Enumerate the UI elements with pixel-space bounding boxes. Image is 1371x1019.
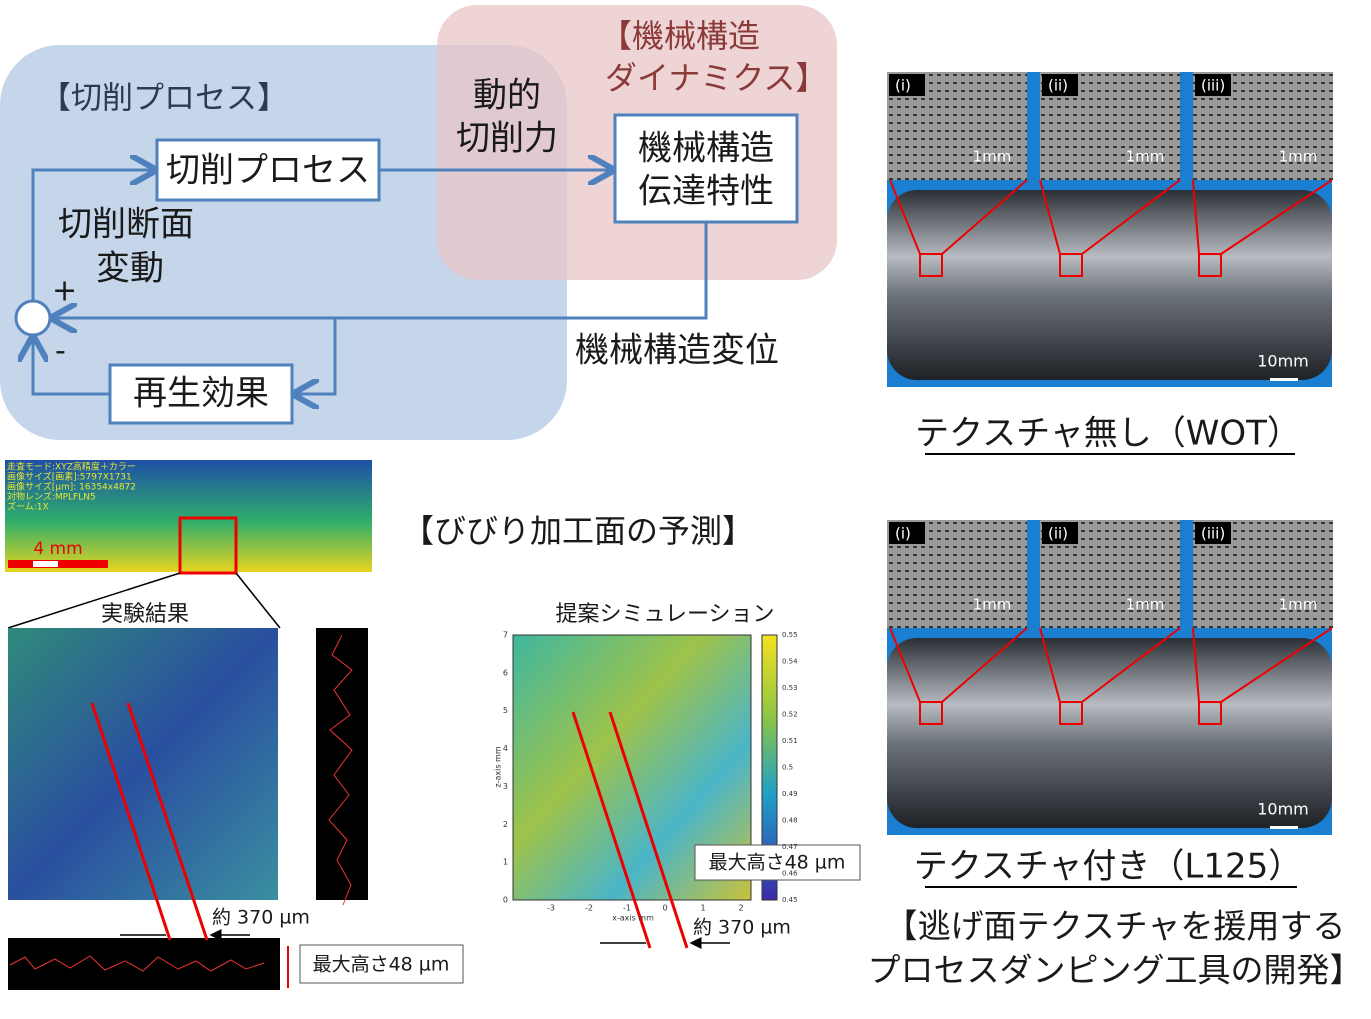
x-tick-label: 0 xyxy=(662,904,667,913)
inset-label: (iii) xyxy=(1201,525,1225,543)
panel-title: 実験結果 xyxy=(101,602,189,627)
inset-scale: 1mm xyxy=(1126,596,1165,614)
scan-info: 画像サイズ[µm]: 16354x4872 xyxy=(7,481,136,493)
height-label: 最大高さ48 µm xyxy=(709,852,846,874)
photo-panel xyxy=(887,520,1333,835)
profile-line xyxy=(9,955,265,972)
node-box xyxy=(108,363,294,425)
inset-label: (ii) xyxy=(1048,525,1068,543)
scan-info: 対物レンズ:MPLFLN5 xyxy=(7,491,96,503)
pitch-line xyxy=(571,711,689,949)
node-label: 切削プロセス xyxy=(166,151,370,191)
zoom-lines xyxy=(7,572,281,629)
pitch-label: 約 370 µm xyxy=(693,917,791,939)
profile-strip xyxy=(8,938,280,990)
colorbar-tick-label: 0.54 xyxy=(782,658,798,666)
inset-tag xyxy=(1195,522,1231,544)
x-tick-label: 1 xyxy=(700,904,705,913)
inset-scale: 1mm xyxy=(1126,148,1165,166)
edge-label: 機械構造変位 xyxy=(575,331,779,371)
axis-label: z-axis mm xyxy=(494,746,503,787)
node-label: 再生効果 xyxy=(133,374,269,414)
profile-line xyxy=(328,634,353,906)
colorbar-tick-label: 0.48 xyxy=(782,817,798,825)
scale-bar xyxy=(33,561,58,567)
label-box xyxy=(299,944,464,984)
node-label: 伝達特性 xyxy=(638,172,774,212)
y-tick-label: 2 xyxy=(503,820,508,829)
y-tick-label: 7 xyxy=(503,631,508,640)
caption: プロセスダンピング工具の開発】 xyxy=(868,951,1363,990)
scan-info: 走査モード:XYZ高精度＋カラー xyxy=(7,461,136,473)
y-tick-label: 5 xyxy=(503,706,508,715)
inset-label: (ii) xyxy=(1048,77,1068,95)
y-tick-label: 6 xyxy=(503,668,508,677)
inset-tag xyxy=(889,522,925,544)
inset-tag xyxy=(889,74,925,96)
photo-caption: テクスチャ無し（WOT） xyxy=(915,414,1301,454)
inset-scale: 1mm xyxy=(973,596,1012,614)
colorbar-tick-label: 0.55 xyxy=(782,631,798,639)
edge-label: 変動 xyxy=(96,249,164,289)
scan-image xyxy=(5,460,372,572)
y-tick-label: 3 xyxy=(503,782,508,791)
x-tick-label: -1 xyxy=(623,904,631,913)
height-label: 最大高さ48 µm xyxy=(313,954,450,976)
colorbar-tick-label: 0.51 xyxy=(782,737,798,745)
inset-scale: 1mm xyxy=(973,148,1012,166)
scale-label: 10mm xyxy=(1257,352,1309,371)
photo-caption: テクスチャ付き（L125） xyxy=(914,847,1302,887)
x-tick-label: -3 xyxy=(547,904,555,913)
colorbar-tick-label: 0.47 xyxy=(782,843,798,851)
axis-label: x-axis mm xyxy=(612,914,654,923)
colorbar-tick-label: 0.5 xyxy=(782,764,793,772)
photo-panel xyxy=(887,72,1333,387)
label-box xyxy=(694,844,861,881)
y-tick-label: 4 xyxy=(503,744,508,753)
group-cutting xyxy=(0,45,567,440)
colorbar xyxy=(761,634,778,901)
node-box xyxy=(155,138,381,202)
panel-title: 提案シミュレーション xyxy=(555,602,774,627)
pitch-line xyxy=(90,702,209,941)
colorbar-tick-label: 0.46 xyxy=(782,870,798,878)
y-tick-label: 0 xyxy=(503,896,508,905)
colorbar-tick-label: 0.53 xyxy=(782,684,798,692)
inset-tag xyxy=(1042,74,1078,96)
pitch-label: 約 370 µm xyxy=(212,907,310,929)
sum-junction xyxy=(14,299,52,337)
x-tick-label: -2 xyxy=(585,904,593,913)
sign: + xyxy=(52,274,77,309)
x-tick-label: 2 xyxy=(738,904,743,913)
sign: - xyxy=(55,334,66,369)
arrows xyxy=(33,170,708,394)
inset-scale: 1mm xyxy=(1279,148,1318,166)
inset-label: (i) xyxy=(895,77,911,95)
group-label: 【切削プロセス】 xyxy=(40,81,288,117)
section-title: 【びびり加工面の予測】 xyxy=(402,512,754,550)
scale-label: 10mm xyxy=(1257,800,1309,819)
scan-scale: 4 mm xyxy=(33,539,82,559)
group-label: 【機械構造 xyxy=(600,17,760,55)
zoom-box xyxy=(178,516,238,575)
inset-label: (i) xyxy=(895,525,911,543)
edge-label: 動的 xyxy=(473,76,541,116)
y-tick-label: 1 xyxy=(503,858,508,867)
colorbar-tick-label: 0.45 xyxy=(782,896,798,904)
edge-label: 切削力 xyxy=(456,119,558,159)
scan-info: ズーム:1X xyxy=(7,501,49,513)
inset-label: (iii) xyxy=(1201,77,1225,95)
inset-scale: 1mm xyxy=(1279,596,1318,614)
inset-tag xyxy=(1195,74,1231,96)
scan-info: 画像サイズ[画素]:5797X1731 xyxy=(7,471,132,483)
colorbar-tick-label: 0.52 xyxy=(782,711,798,719)
colorbar-tick-label: 0.49 xyxy=(782,790,798,798)
node-label: 機械構造 xyxy=(638,129,774,169)
node-box xyxy=(613,113,799,224)
edge-label: 切削断面 xyxy=(58,205,194,245)
inset-tag xyxy=(1042,522,1078,544)
caption: 【逃げ面テクスチャを援用する xyxy=(885,907,1346,946)
group-label: ダイナミクス】 xyxy=(605,59,827,97)
